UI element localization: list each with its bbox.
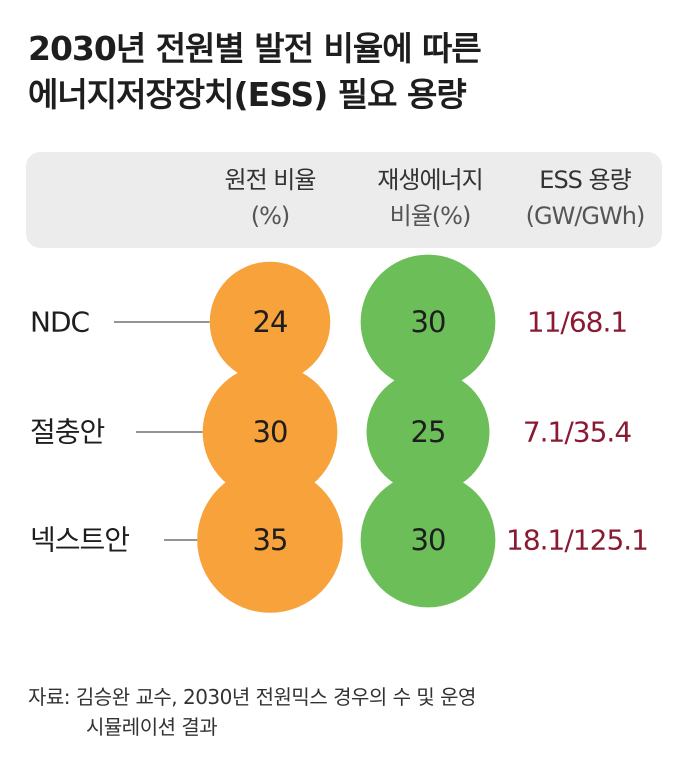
column-header-renewable-unit: 비율(%) (389, 202, 472, 230)
renewable-value-1: 25 (411, 415, 446, 449)
renewable-bubble-2 (360, 472, 496, 608)
column-header-renewable: 재생에너지 비율(%) (345, 162, 515, 234)
column-header-ess-label: ESS 용량 (539, 166, 631, 194)
nuclear-value-0: 24 (253, 305, 288, 339)
renewable-bubble-0 (360, 254, 496, 390)
scenario-label-1: 절충안 (30, 416, 105, 449)
column-header-nuclear: 원전 비율 (%) (200, 162, 340, 234)
nuclear-bubble-0 (209, 261, 331, 383)
renewable-value-0: 30 (411, 305, 446, 339)
chart-title: 2030년 전원별 발전 비율에 따른 에너지저장장치(ESS) 필요 용량 (28, 26, 668, 118)
chart-title-line2: 에너지저장장치(ESS) 필요 용량 (28, 75, 467, 114)
scenario-label-2: 넥스트안 (30, 524, 129, 557)
scenario-label-0: NDC (30, 306, 90, 339)
chart-title-line1: 2030년 전원별 발전 비율에 따른 (28, 29, 482, 68)
renewable-value-2: 30 (411, 523, 446, 557)
nuclear-bubble-2 (197, 467, 343, 613)
column-header-renewable-label: 재생에너지 (377, 166, 483, 194)
source-line1: 자료: 김승완 교수, 2030년 전원믹스 경우의 수 및 운영 (28, 685, 476, 709)
ess-value-1: 7.1/35.4 (523, 416, 631, 449)
ess-value-2: 18.1/125.1 (506, 524, 648, 557)
source-note: 자료: 김승완 교수, 2030년 전원믹스 경우의 수 및 운영 시뮬레이션 … (28, 682, 668, 742)
column-header-nuclear-unit: (%) (250, 202, 291, 230)
column-header-ess-unit: (GW/GWh) (525, 202, 646, 230)
source-line2: 시뮬레이션 결과 (86, 715, 218, 739)
column-header-ess: ESS 용량 (GW/GWh) (505, 162, 665, 234)
nuclear-value-1: 30 (253, 415, 288, 449)
column-header-nuclear-label: 원전 비율 (224, 166, 317, 194)
ess-value-0: 11/68.1 (527, 306, 627, 339)
nuclear-value-2: 35 (253, 523, 288, 557)
renewable-bubble-1 (366, 370, 490, 494)
nuclear-bubble-1 (202, 364, 338, 500)
column-header-band (26, 152, 662, 248)
